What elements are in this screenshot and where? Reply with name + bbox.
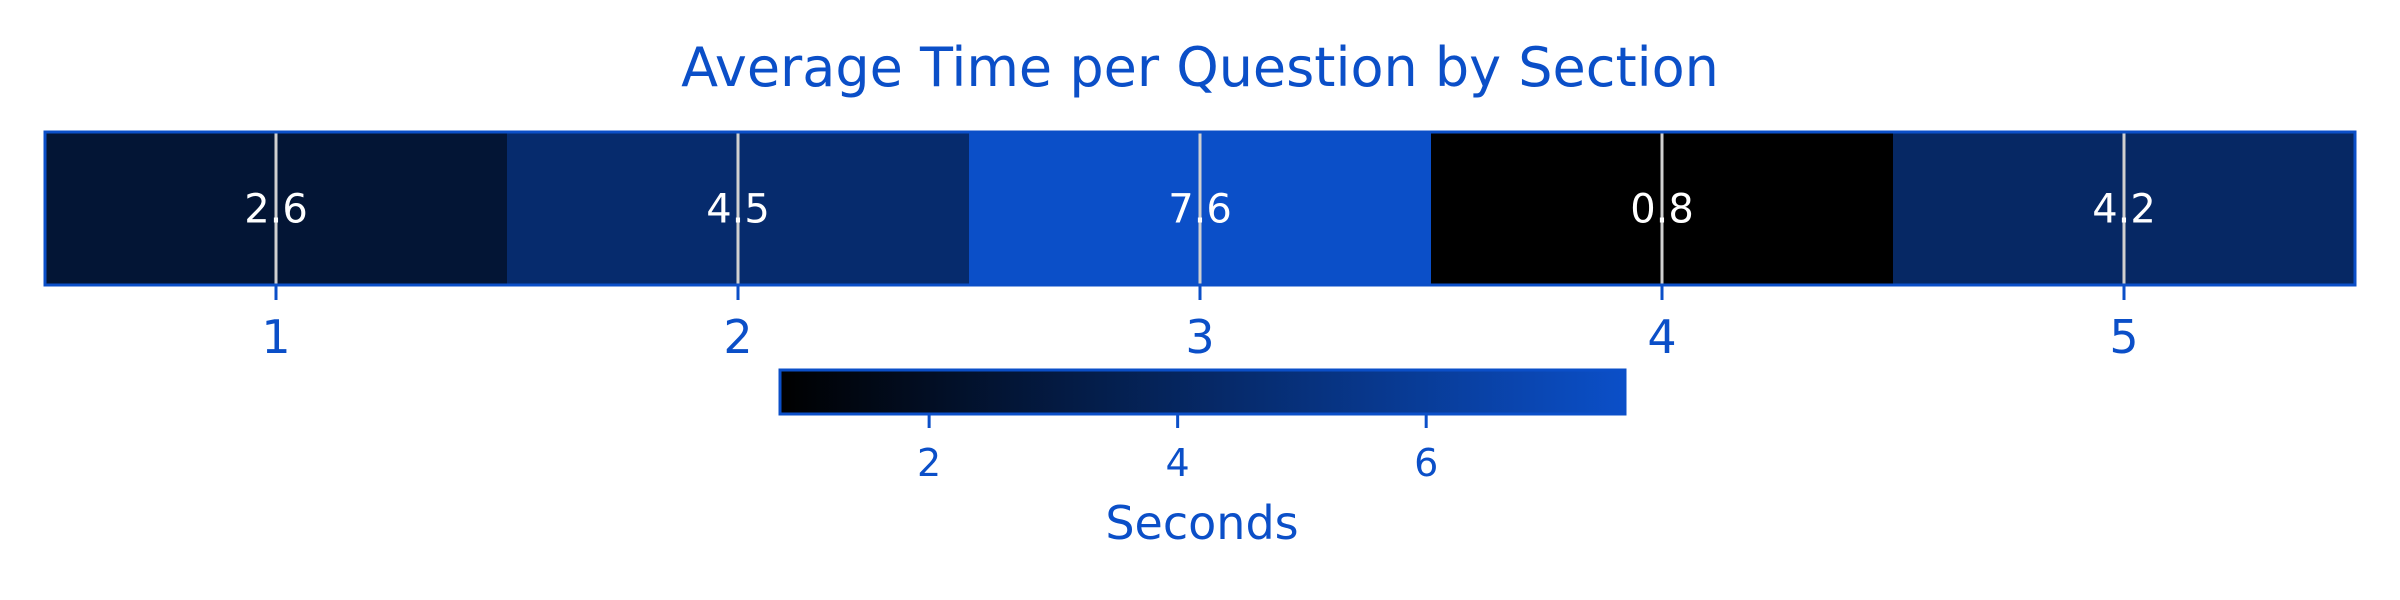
cell-value-label: 0.8	[1630, 187, 1694, 233]
cell-value-label: 7.6	[1168, 187, 1232, 233]
x-tick-label: 5	[2109, 310, 2138, 364]
x-tick-label: 4	[1647, 310, 1676, 364]
heatmap-gridlines	[274, 132, 2126, 285]
x-axis: 1 2 3 4 5	[261, 285, 2139, 364]
colorbar-tick-label: 6	[1414, 441, 1438, 485]
x-tick-label: 1	[261, 310, 290, 364]
colorbar: 2 4 6 Seconds	[778, 368, 1627, 550]
colorbar-ticks: 2 4 6	[917, 414, 1438, 485]
cell-value-label: 2.6	[244, 187, 308, 233]
colorbar-label: Seconds	[1105, 496, 1298, 550]
cell-value-label: 4.2	[2092, 187, 2156, 233]
x-tick-label: 3	[1185, 310, 1214, 364]
x-tick-label: 2	[723, 310, 752, 364]
heatmap-value-labels: 2.6 4.5 7.6 0.8 4.2	[244, 187, 2156, 233]
colorbar-tick-label: 4	[1166, 441, 1190, 485]
chart-title: Average Time per Question by Section	[681, 36, 1719, 99]
colorbar-gradient	[778, 368, 1627, 416]
colorbar-tick-label: 2	[917, 441, 941, 485]
cell-value-label: 4.5	[706, 187, 770, 233]
